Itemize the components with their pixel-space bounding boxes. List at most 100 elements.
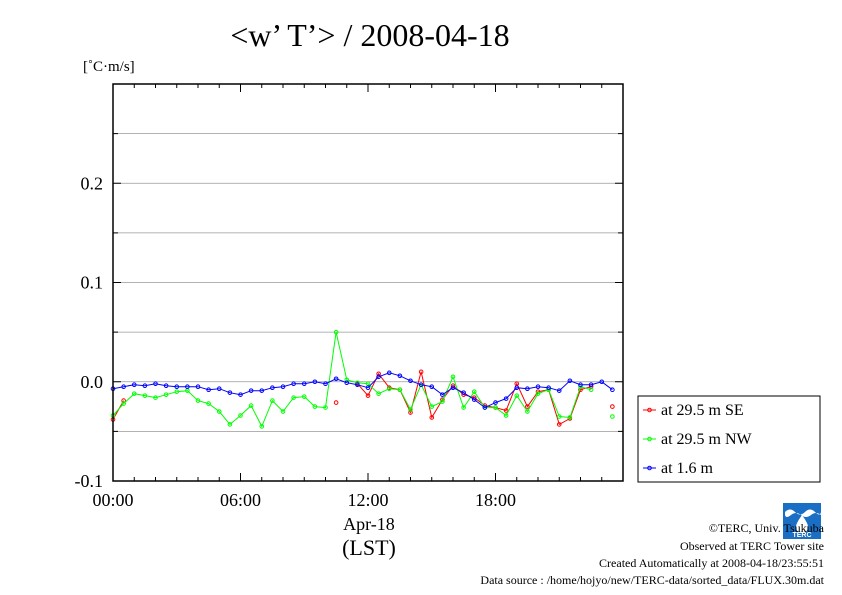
data-point	[312, 379, 318, 385]
data-point	[503, 396, 509, 401]
logo-drop-icon	[796, 515, 808, 533]
legend-entry-1: at 29.5 m SE	[643, 402, 744, 419]
data-point	[482, 405, 488, 410]
data-point	[216, 409, 222, 414]
data-point	[525, 404, 530, 409]
data-point	[323, 381, 328, 387]
data-point	[248, 403, 254, 408]
data-point	[365, 393, 371, 398]
data-point	[556, 422, 562, 427]
data-point	[238, 392, 243, 397]
data-point	[131, 382, 137, 388]
data-point	[270, 385, 275, 391]
data-point	[525, 409, 530, 414]
logo-waves	[785, 509, 821, 517]
data-point	[333, 400, 339, 405]
data-point	[206, 387, 211, 392]
data-point	[503, 408, 509, 413]
data-point	[301, 394, 307, 399]
data-point	[514, 385, 520, 391]
data-point	[546, 385, 551, 391]
data-point	[461, 405, 466, 410]
credit-observed: Observed at TERC Tower site	[679, 539, 824, 553]
data-point	[610, 387, 615, 392]
data-point	[610, 404, 615, 409]
data-point	[195, 384, 201, 390]
data-point	[429, 384, 435, 390]
data-point	[312, 404, 318, 409]
data-point	[450, 385, 456, 391]
data-point	[344, 377, 350, 383]
data-point	[397, 387, 403, 392]
data-point	[323, 405, 328, 410]
data-point	[535, 384, 541, 390]
data-point	[503, 413, 509, 418]
gridlines	[113, 133, 623, 432]
data-point	[386, 370, 392, 376]
data-point	[408, 407, 413, 412]
data-point	[280, 384, 286, 390]
credit-source: Data source : /home/hojyo/new/TERC-data/…	[480, 573, 824, 587]
data-point	[291, 395, 296, 400]
data-point	[174, 384, 180, 390]
credit-created: Created Automatically at 2008-04-18/23:5…	[599, 556, 824, 570]
legend-entry-2: at 29.5 m NW	[643, 431, 753, 448]
y-tick-label: 0.1	[81, 273, 104, 293]
data-point	[461, 390, 466, 395]
chart-title: <w’ T’> / 2008-04-18	[230, 17, 509, 53]
data-point	[535, 391, 541, 396]
data-point	[153, 381, 158, 387]
data-point	[195, 398, 201, 403]
data-point	[418, 369, 424, 375]
data-point	[355, 382, 360, 388]
data-point	[567, 415, 573, 420]
credit-copyright: ©TERC, Univ. Tsukuba	[708, 521, 824, 535]
data-point	[259, 424, 265, 429]
data-point	[588, 382, 594, 388]
series-2	[110, 329, 615, 429]
series-1	[110, 369, 615, 427]
data-point	[142, 393, 148, 398]
data-point	[440, 392, 445, 397]
data-point	[599, 379, 605, 385]
data-point	[259, 388, 265, 393]
data-point	[429, 415, 435, 420]
data-point	[408, 410, 413, 415]
y-tick-label: 0.2	[81, 173, 104, 193]
series-layer	[110, 329, 615, 429]
data-point	[376, 391, 381, 396]
x-tick-label: 12:00	[347, 490, 388, 510]
data-point	[174, 389, 180, 394]
data-point	[163, 383, 169, 389]
data-point	[493, 405, 498, 410]
data-point	[471, 397, 477, 402]
data-point	[556, 414, 562, 419]
data-point	[163, 392, 169, 397]
data-point	[567, 378, 573, 384]
y-tick-label: -0.1	[75, 471, 104, 491]
legend-swatch-marker	[647, 465, 652, 471]
y-axis-unit-label: [˚C·m/s]	[83, 59, 135, 75]
x-tick-label: 18:00	[475, 490, 516, 510]
legend-swatch-marker	[647, 436, 652, 442]
legend-label: at 29.5 m SE	[661, 402, 744, 419]
data-point	[471, 389, 477, 394]
data-point	[365, 385, 371, 391]
y-tick-label: 0.0	[81, 372, 104, 392]
data-point	[248, 388, 254, 393]
data-point	[227, 390, 233, 395]
data-point	[440, 399, 445, 404]
data-point	[344, 380, 350, 386]
data-point	[301, 381, 307, 387]
data-point	[206, 401, 211, 406]
data-point	[121, 398, 126, 403]
legend-swatch-marker	[647, 407, 652, 413]
data-point	[588, 387, 594, 392]
series-line	[112, 331, 592, 428]
data-point	[397, 373, 403, 379]
data-point	[514, 393, 520, 398]
data-point	[153, 395, 158, 400]
data-point	[185, 384, 190, 390]
data-point	[450, 374, 456, 380]
